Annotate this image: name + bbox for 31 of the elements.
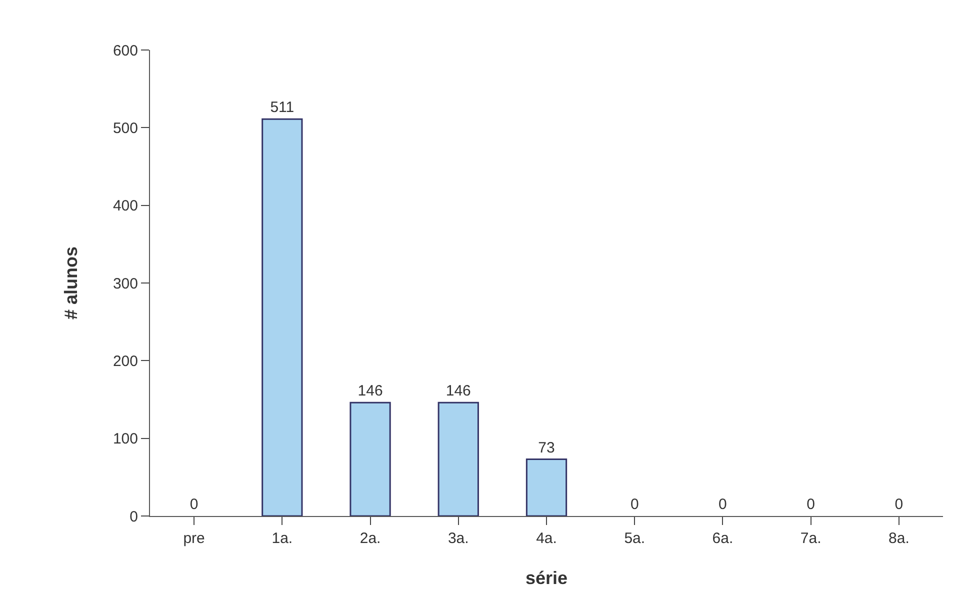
data-label: 511 <box>270 99 294 116</box>
x-tick-label: 8a. <box>888 530 910 547</box>
data-label: 146 <box>446 382 471 400</box>
y-tick-label: 200 <box>112 352 138 370</box>
y-tick-label: 400 <box>112 198 138 215</box>
data-label: 0 <box>190 496 198 513</box>
x-tick-label: 1a. <box>272 530 293 547</box>
x-tick-label: 2a. <box>360 530 381 547</box>
data-label: 0 <box>806 496 816 513</box>
y-tick-label: 100 <box>112 430 138 448</box>
y-tick-label: 600 <box>112 42 138 60</box>
data-label: 0 <box>718 496 727 513</box>
x-tick-label: 7a. <box>800 530 822 547</box>
data-label: 146 <box>358 382 383 400</box>
bar <box>526 458 568 516</box>
y-tick-label: 500 <box>112 120 138 137</box>
x-tick-label: 5a. <box>624 530 646 547</box>
data-label: 0 <box>630 496 639 513</box>
bar <box>438 402 479 516</box>
x-tick-label: 6a. <box>712 530 734 547</box>
bar <box>350 402 391 516</box>
y-axis-title: # alunos <box>61 246 82 320</box>
data-label: 73 <box>538 439 555 456</box>
data-label: 0 <box>894 496 904 513</box>
y-tick-label: 300 <box>112 275 138 292</box>
y-tick-label: 0 <box>130 508 138 526</box>
bar <box>262 118 303 516</box>
x-tick-label: pre <box>183 530 205 547</box>
x-axis-title: série <box>525 568 568 588</box>
x-tick-label: 4a. <box>536 530 557 547</box>
x-tick-label: 3a. <box>448 530 469 547</box>
